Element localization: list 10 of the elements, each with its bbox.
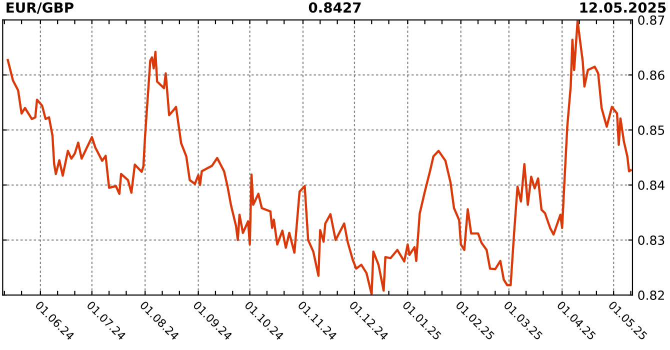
line-series — [6, 20, 632, 296]
text: 12.05.2025 — [580, 2, 666, 13]
y-tick-label: 0.85 — [638, 125, 664, 135]
chart-title: EUR/GBP — [6, 2, 74, 14]
y-tick-label: 0.82 — [638, 290, 664, 300]
chart-subtitle: 0.8427 — [308, 2, 361, 13]
y-tick-label: 0.87 — [638, 15, 664, 25]
y-tick-label: 0.83 — [638, 236, 664, 245]
y-tick-label: 0.84 — [638, 180, 664, 190]
y-tick-label: 0.86 — [638, 70, 664, 80]
